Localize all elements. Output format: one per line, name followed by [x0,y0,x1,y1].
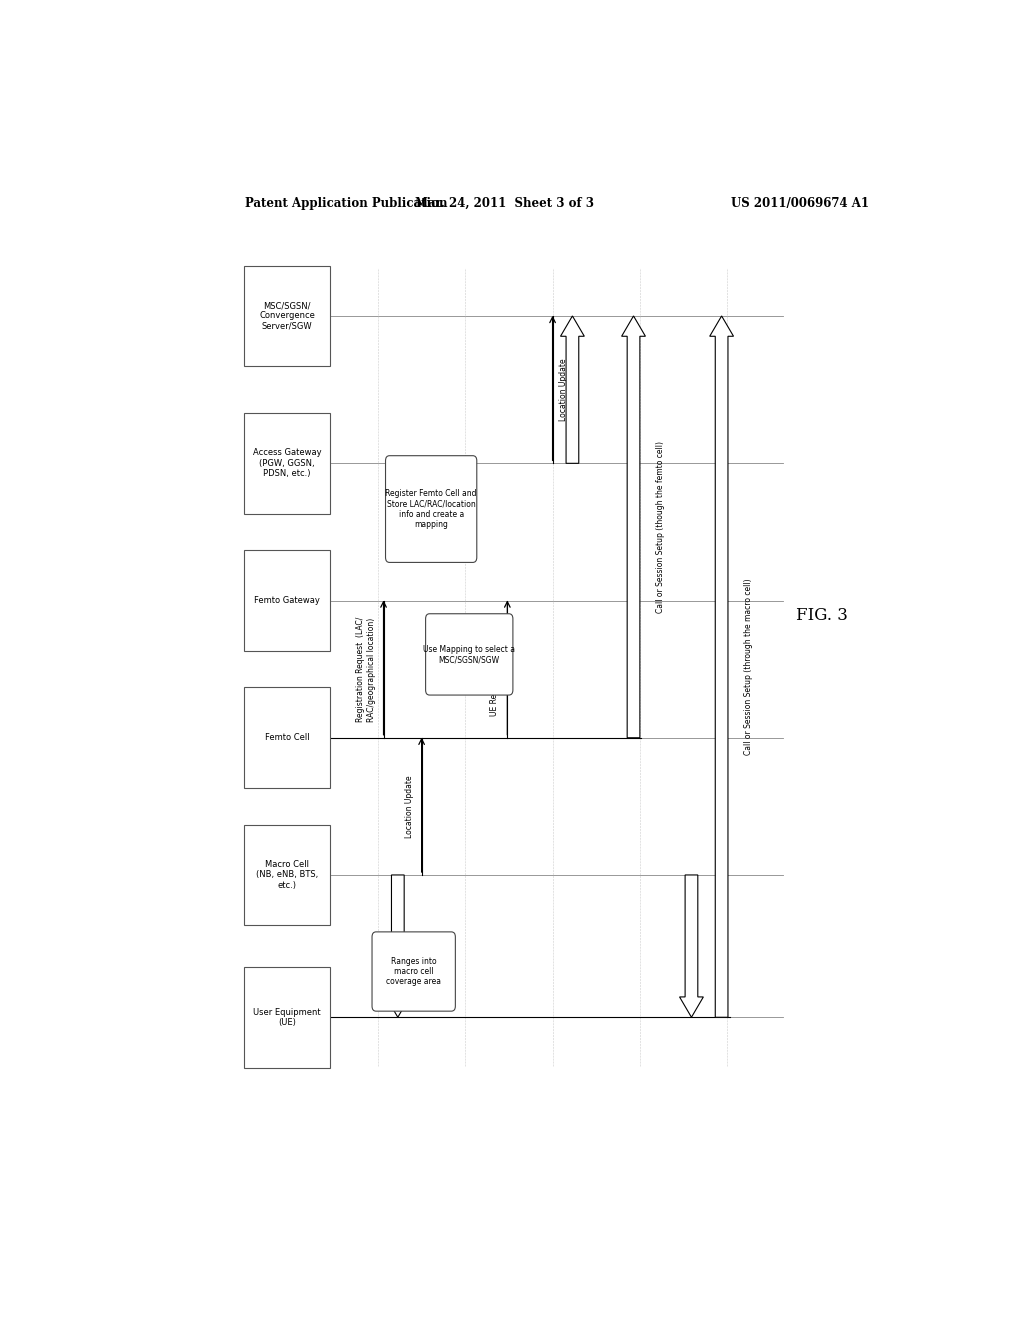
Text: MSC/SGSN/
Convergence
Server/SGW: MSC/SGSN/ Convergence Server/SGW [259,301,315,331]
Text: Macro Cell
(NB, eNB, BTS,
etc.): Macro Cell (NB, eNB, BTS, etc.) [256,861,318,890]
Text: Call or Session Setup (though the femto cell): Call or Session Setup (though the femto … [655,441,665,612]
Text: UE Registration Request: UE Registration Request [490,623,500,715]
FancyArrow shape [560,315,585,463]
FancyArrow shape [680,875,703,1018]
Text: Use Mapping to select a
MSC/SGSN/SGW: Use Mapping to select a MSC/SGSN/SGW [423,644,515,664]
Text: US 2011/0069674 A1: US 2011/0069674 A1 [731,197,869,210]
FancyBboxPatch shape [244,550,331,651]
FancyArrow shape [710,315,733,1018]
FancyBboxPatch shape [244,825,331,925]
FancyArrow shape [622,315,645,738]
FancyBboxPatch shape [426,614,513,696]
Text: Mar. 24, 2011  Sheet 3 of 3: Mar. 24, 2011 Sheet 3 of 3 [416,197,595,210]
Text: Register Femto Cell and
Store LAC/RAC/location
info and create a
mapping: Register Femto Cell and Store LAC/RAC/lo… [385,488,477,529]
Text: Registration Request  (LAC/
RAC/geographical location): Registration Request (LAC/ RAC/geographi… [356,616,376,722]
Text: Ranges into
macro cell
coverage area: Ranges into macro cell coverage area [386,957,441,986]
FancyBboxPatch shape [372,932,456,1011]
Text: User Equipment
(UE): User Equipment (UE) [253,1007,321,1027]
Text: Access Gateway
(PGW, GGSN,
PDSN, etc.): Access Gateway (PGW, GGSN, PDSN, etc.) [253,449,322,478]
Text: FIG. 3: FIG. 3 [797,607,848,624]
FancyBboxPatch shape [244,413,331,513]
Text: Location Update: Location Update [404,776,414,838]
Text: Femto Gateway: Femto Gateway [254,597,321,605]
FancyBboxPatch shape [385,455,477,562]
Text: Location Update: Location Update [559,359,568,421]
Text: Patent Application Publication: Patent Application Publication [246,197,447,210]
FancyBboxPatch shape [244,968,331,1068]
FancyArrow shape [386,875,410,1018]
Text: Femto Cell: Femto Cell [265,733,309,742]
Text: Call or Session Setup (through the macro cell): Call or Session Setup (through the macro… [743,578,753,755]
FancyBboxPatch shape [244,265,331,366]
FancyBboxPatch shape [244,688,331,788]
